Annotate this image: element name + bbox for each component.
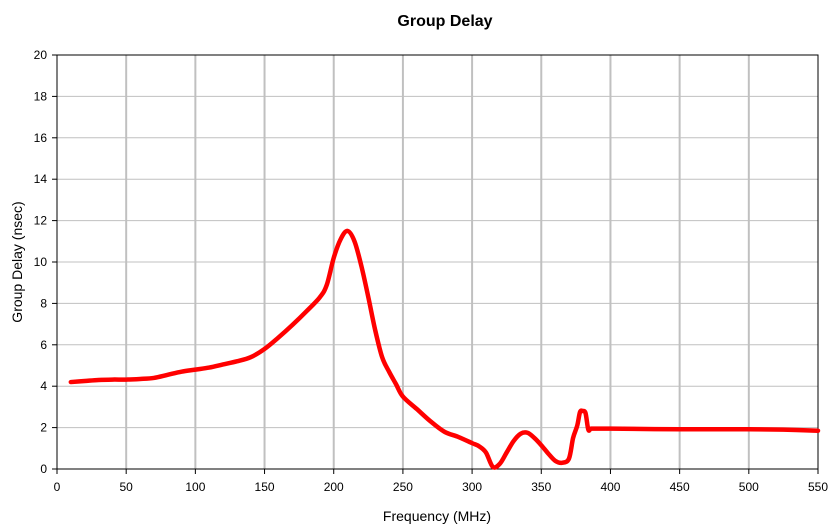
y-axis-label: Group Delay (nsec) <box>9 201 25 322</box>
y-tick-label-0: 0 <box>40 462 47 476</box>
x-tick-label-450: 450 <box>670 480 690 494</box>
x-axis-ticks: 0 50 100 150 200 250 300 350 400 450 500 550 <box>54 469 828 494</box>
x-tick-label-150: 150 <box>255 480 275 494</box>
x-tick-label-400: 400 <box>600 480 620 494</box>
y-tick-label-20: 20 <box>34 48 48 62</box>
chart-title: Group Delay <box>397 13 492 30</box>
y-tick-label-16: 16 <box>34 131 48 145</box>
x-axis-label: Frequency (MHz) <box>383 508 491 524</box>
y-tick-label-14: 14 <box>34 172 48 186</box>
y-tick-label-4: 4 <box>40 379 47 393</box>
x-tick-label-300: 300 <box>462 480 482 494</box>
y-tick-label-6: 6 <box>40 338 47 352</box>
series-layer <box>68 228 821 470</box>
x-tick-label-0: 0 <box>54 480 61 494</box>
x-tick-label-50: 50 <box>120 480 134 494</box>
x-tick-label-350: 350 <box>531 480 551 494</box>
y-tick-label-10: 10 <box>34 255 48 269</box>
y-tick-label-12: 12 <box>34 214 48 228</box>
x-tick-label-550: 550 <box>808 480 828 494</box>
x-tick-label-100: 100 <box>185 480 205 494</box>
y-tick-label-2: 2 <box>40 421 47 435</box>
series-line-0 <box>68 228 821 470</box>
y-tick-label-18: 18 <box>34 89 48 103</box>
x-tick-label-200: 200 <box>324 480 344 494</box>
x-tick-label-250: 250 <box>393 480 413 494</box>
horizontal-gridlines <box>57 95 818 429</box>
y-tick-label-8: 8 <box>40 296 47 310</box>
y-axis-ticks: 0 2 4 6 8 10 12 14 16 18 20 <box>34 48 57 476</box>
x-tick-label-500: 500 <box>739 480 759 494</box>
